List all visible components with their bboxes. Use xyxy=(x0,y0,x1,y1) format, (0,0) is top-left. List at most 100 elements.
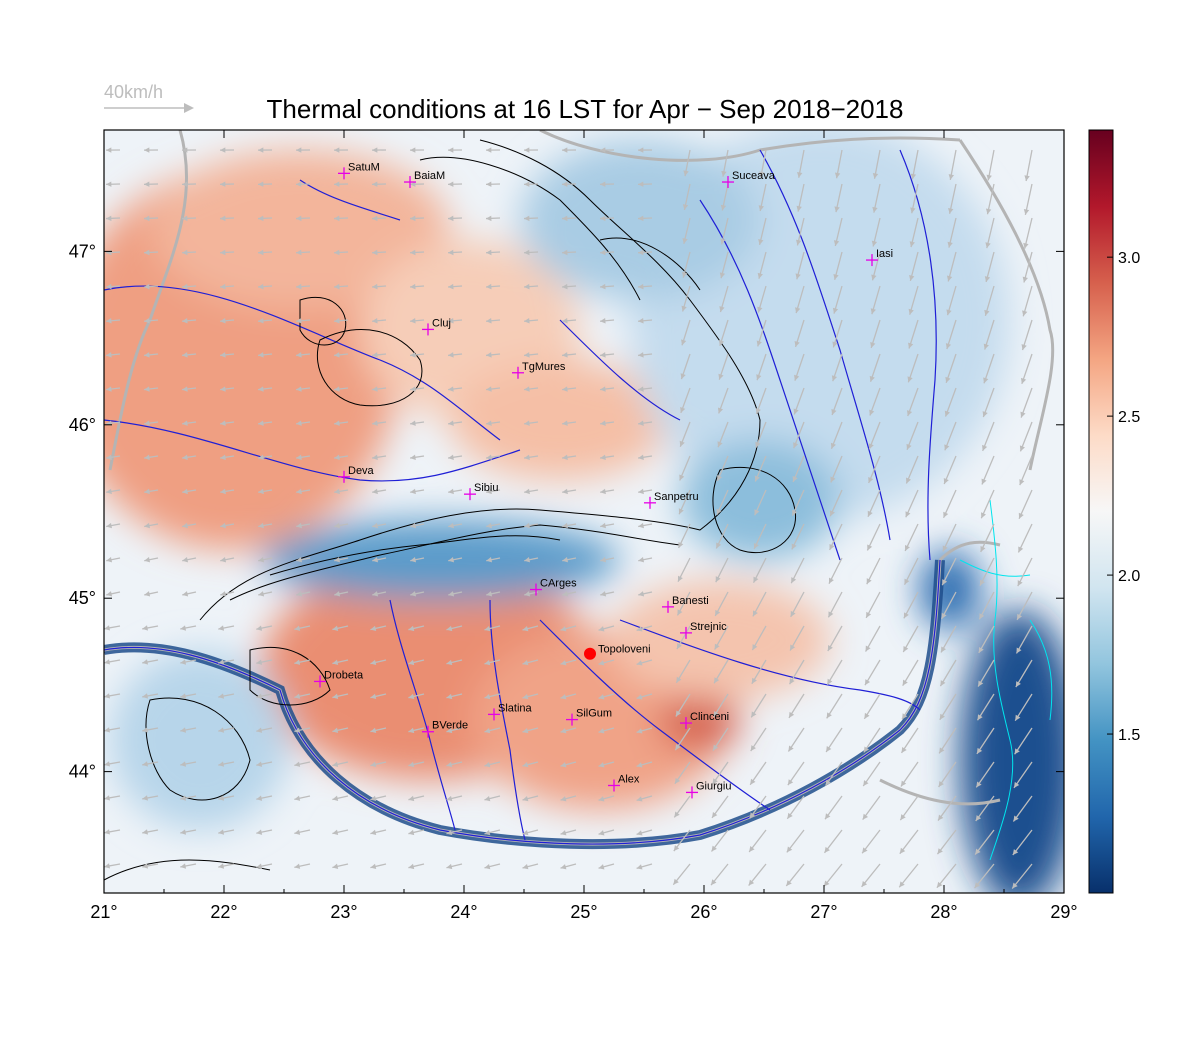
wind-arrow xyxy=(448,488,463,495)
wind-arrow xyxy=(294,863,311,869)
wind-arrow xyxy=(939,659,957,687)
wind-arrow xyxy=(638,386,653,392)
wind-arrow xyxy=(755,421,767,448)
wind-arrow xyxy=(796,217,805,246)
wind-arrow xyxy=(679,455,691,481)
station-slatina: Slatina xyxy=(488,702,533,721)
wind-arrow xyxy=(946,285,957,316)
wind-arrow xyxy=(485,249,501,256)
wind-arrow xyxy=(898,863,919,888)
station-strejnic: Strejnic xyxy=(680,621,727,639)
wind-arrow xyxy=(910,183,919,214)
wind-arrow xyxy=(295,318,311,324)
wind-arrow xyxy=(598,727,615,734)
wind-arrow xyxy=(794,319,805,348)
wind-arrow xyxy=(936,829,957,855)
wind-arrow xyxy=(599,283,615,290)
wind-arrow xyxy=(830,455,843,483)
wind-arrow xyxy=(372,352,387,358)
wind-arrow xyxy=(721,149,729,177)
wind-arrow xyxy=(258,352,273,358)
wind-arrow xyxy=(832,285,843,314)
wind-arrow xyxy=(182,352,197,358)
station-label: BaiaM xyxy=(414,170,445,182)
wind-arrow xyxy=(754,455,767,482)
wind-arrow xyxy=(180,693,197,699)
wind-arrow xyxy=(757,285,767,313)
wind-arrow xyxy=(636,659,653,666)
wind-arrow xyxy=(448,591,463,597)
wind-arrow xyxy=(598,693,615,700)
colorbar xyxy=(1088,129,1114,894)
wind-arrow xyxy=(485,147,501,153)
wind-arrow xyxy=(220,488,235,495)
wind-arrow xyxy=(332,625,349,631)
wind-arrow xyxy=(371,249,387,256)
wind-arrow xyxy=(257,283,273,290)
wind-arrow xyxy=(823,863,843,887)
station-label: Banesti xyxy=(672,595,709,607)
wind-arrow xyxy=(871,251,881,281)
wind-arrow xyxy=(598,625,615,632)
wind-arrow xyxy=(908,285,919,315)
wind-arrow xyxy=(981,455,995,485)
wind-arrow xyxy=(560,693,577,700)
wind-arrow xyxy=(219,147,235,153)
wind-arrow xyxy=(829,523,843,551)
wind-arrow xyxy=(144,591,159,597)
wind-arrow xyxy=(831,387,843,416)
wind-arrow xyxy=(748,863,767,886)
wind-arrow xyxy=(757,251,767,279)
wind-arrow xyxy=(674,727,691,751)
y-tick-label: 47° xyxy=(69,241,96,261)
wind-arrows xyxy=(104,147,1033,889)
wind-arrow xyxy=(788,659,805,685)
colorbar-tick-label: 1.5 xyxy=(1118,727,1140,744)
wind-arrow xyxy=(410,591,425,597)
wind-arrow xyxy=(144,352,159,358)
wind-arrow xyxy=(408,659,425,666)
wind-arrow xyxy=(869,387,881,416)
wind-arrow xyxy=(867,489,881,518)
wind-arrow xyxy=(142,659,159,665)
wind-arrow xyxy=(975,795,995,822)
wind-arrow xyxy=(714,625,729,650)
wind-arrow xyxy=(104,863,121,869)
wind-arrow xyxy=(372,454,387,460)
wind-arrow xyxy=(448,557,463,563)
wind-arrow xyxy=(598,761,615,768)
wind-arrow xyxy=(862,761,881,787)
wind-arrow xyxy=(258,386,273,392)
wind-arrow xyxy=(986,149,995,181)
wind-arrow xyxy=(827,591,843,618)
wind-arrow xyxy=(372,557,387,563)
station-label: TgMures xyxy=(522,361,566,373)
wind-arrow xyxy=(676,625,691,650)
wind-arrow xyxy=(1017,557,1033,587)
wind-arrow xyxy=(218,625,235,631)
wind-arrow xyxy=(182,591,197,597)
wind-arrow xyxy=(106,352,121,358)
wind-arrow xyxy=(333,249,349,256)
wind-arrow xyxy=(936,863,957,889)
wind-arrow xyxy=(220,420,235,426)
wind-arrow xyxy=(181,318,197,324)
wind-arrow xyxy=(827,625,843,652)
chart-title: Thermal conditions at 16 LST for Apr − S… xyxy=(267,94,904,124)
wind-arrow xyxy=(560,625,577,632)
wind-arrow xyxy=(638,488,653,495)
wind-arrow xyxy=(104,761,121,767)
y-tick-label: 46° xyxy=(69,415,96,435)
wind-arrow xyxy=(1011,863,1033,889)
wind-arrow xyxy=(870,285,881,315)
wind-arrow xyxy=(256,727,273,733)
wind-arrow xyxy=(910,149,919,180)
wind-arrow xyxy=(370,863,387,870)
wind-arrow xyxy=(677,557,691,582)
wind-arrow xyxy=(939,693,957,721)
colorbar-tick-label: 3.0 xyxy=(1118,250,1140,267)
wind-arrow xyxy=(790,591,805,618)
wind-arrow xyxy=(295,249,311,256)
wind-arrow xyxy=(485,181,501,187)
wind-arrow xyxy=(825,761,843,786)
